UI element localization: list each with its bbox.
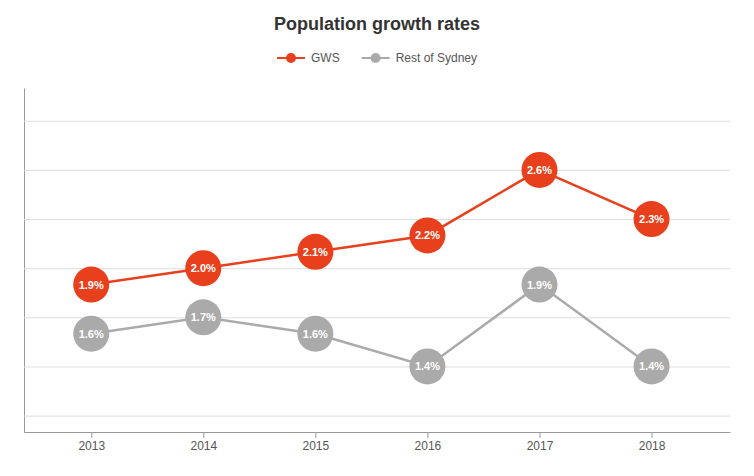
x-tick-mark bbox=[203, 432, 204, 438]
grid-line bbox=[24, 366, 730, 367]
x-tick: 2014 bbox=[190, 432, 217, 453]
x-tick: 2015 bbox=[303, 432, 330, 453]
x-axis: 2013 2014 2015 2016 2017 2018 bbox=[25, 432, 731, 453]
x-tick-label: 2017 bbox=[527, 439, 554, 453]
x-tick: 2013 bbox=[78, 432, 105, 453]
x-tick-label: 2016 bbox=[415, 439, 442, 453]
grid-line bbox=[24, 219, 730, 220]
x-tick-mark bbox=[652, 432, 653, 438]
legend-label: Rest of Sydney bbox=[396, 51, 477, 65]
x-tick-mark bbox=[427, 432, 428, 438]
x-tick-mark bbox=[315, 432, 316, 438]
point bbox=[634, 348, 670, 384]
point bbox=[521, 267, 557, 303]
legend-item: GWS bbox=[277, 51, 340, 65]
point bbox=[634, 201, 670, 237]
data-label: 2.3% bbox=[639, 213, 664, 225]
x-tick-label: 2013 bbox=[78, 439, 105, 453]
x-tick: 2018 bbox=[639, 432, 666, 453]
grid-line bbox=[24, 317, 730, 318]
y-tick bbox=[24, 268, 730, 269]
point bbox=[297, 316, 333, 352]
data-label: 1.6% bbox=[79, 328, 104, 340]
marks bbox=[73, 152, 669, 385]
grid-line bbox=[24, 170, 730, 171]
legend-item: Rest of Sydney bbox=[362, 51, 477, 65]
point bbox=[409, 217, 445, 253]
point bbox=[297, 234, 333, 270]
legend-swatch-marker bbox=[286, 53, 296, 63]
series-line bbox=[91, 170, 651, 285]
x-tick-mark bbox=[539, 432, 540, 438]
data-label: 1.4% bbox=[415, 360, 440, 372]
plot-area: 2013 2014 2015 2016 2017 2018 1.9% 2.0% 2.1% 2.2%… bbox=[24, 89, 731, 453]
y-tick bbox=[24, 170, 730, 171]
x-tick-label: 2018 bbox=[639, 439, 666, 453]
x-tick-label: 2014 bbox=[190, 439, 217, 453]
chart-title: Population growth rates bbox=[274, 14, 480, 34]
x-tick: 2016 bbox=[415, 432, 442, 453]
x-tick: 2017 bbox=[527, 432, 554, 453]
y-axis bbox=[24, 89, 730, 433]
data-label: 2.0% bbox=[191, 262, 216, 274]
x-tick-mark bbox=[91, 432, 92, 438]
data-label: 1.4% bbox=[639, 360, 664, 372]
chart-svg: Population growth rates20132014201520162… bbox=[0, 0, 754, 476]
y-tick bbox=[24, 366, 730, 367]
legend: GWS Rest of Sydney bbox=[277, 51, 477, 65]
point bbox=[409, 348, 445, 384]
y-tick bbox=[24, 317, 730, 318]
data-label: 1.9% bbox=[79, 279, 104, 291]
point bbox=[185, 250, 221, 286]
point bbox=[73, 267, 109, 303]
x-tick-label: 2015 bbox=[303, 439, 330, 453]
data-label: 2.6% bbox=[527, 164, 552, 176]
y-tick bbox=[24, 219, 730, 220]
y-axis-line bbox=[24, 89, 25, 433]
data-label: 1.7% bbox=[191, 311, 216, 323]
series-line bbox=[91, 285, 651, 367]
chart-container: Population growth rates20132014201520162… bbox=[0, 0, 754, 476]
point bbox=[185, 299, 221, 335]
point bbox=[73, 316, 109, 352]
data-label: 1.9% bbox=[527, 279, 552, 291]
data-labels: 1.9% 2.0% 2.1% 2.2% 2.6% 2.3% 1.6% 1.7% 1.6% 1.4%… bbox=[79, 164, 665, 373]
x-axis-line bbox=[25, 432, 731, 433]
point bbox=[521, 152, 557, 188]
y-tick bbox=[24, 416, 730, 417]
data-label: 1.6% bbox=[303, 328, 328, 340]
grid-line bbox=[24, 121, 730, 122]
grid-line bbox=[24, 268, 730, 269]
y-tick bbox=[24, 121, 730, 122]
grid-line bbox=[24, 416, 730, 417]
legend-label: GWS bbox=[311, 51, 340, 65]
data-label: 2.2% bbox=[415, 229, 440, 241]
legend-swatch-marker bbox=[371, 53, 381, 63]
data-label: 2.1% bbox=[303, 246, 328, 258]
